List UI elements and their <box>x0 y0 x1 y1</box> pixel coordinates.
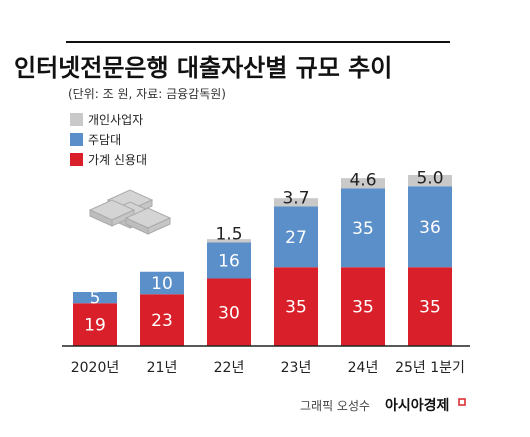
brand-mark-icon <box>458 398 466 406</box>
bar-주담대-21년 <box>140 271 184 295</box>
bar-개인사업자-23년 <box>274 198 318 207</box>
bar-주담대-23년 <box>274 206 318 268</box>
x-tick-label-2020년: 2020년 <box>71 360 120 376</box>
value-label-주담대-25년-1분기: 36 <box>419 218 441 238</box>
bar-개인사업자-22년 <box>207 239 251 243</box>
value-label-주담대-24년: 35 <box>352 219 374 239</box>
value-label-가계-신용대-21년: 23 <box>151 311 173 331</box>
x-tick-label-22년: 22년 <box>214 360 245 376</box>
value-label-가계-신용대-23년: 35 <box>285 298 307 318</box>
legend-swatch-주담대 <box>70 133 83 146</box>
bar-주담대-24년 <box>341 188 385 268</box>
legend-label-개인사업자: 개인사업자 <box>88 113 143 127</box>
value-label-가계-신용대-24년: 35 <box>352 298 374 318</box>
bar-주담대-22년 <box>207 242 251 279</box>
legend-swatch-가계-신용대 <box>70 153 83 166</box>
bar-개인사업자-25년-1분기 <box>408 175 452 187</box>
bar-가계-신용대-24년 <box>341 267 385 346</box>
bar-가계-신용대-2020년 <box>73 303 117 346</box>
value-label-가계-신용대-25년-1분기: 35 <box>419 298 441 318</box>
value-label-개인사업자-22년: 1.5 <box>215 225 242 245</box>
value-label-주담대-2020년: 5 <box>90 289 101 309</box>
graphic-credit: 그래픽 오성수 <box>300 399 370 413</box>
x-axis-labels: 2020년 21년 22년 23년 24년 25년 1분기 <box>71 360 465 376</box>
bar-개인사업자-24년 <box>341 178 385 189</box>
bar-주담대-25년-1분기 <box>408 186 452 268</box>
value-label-개인사업자-25년-1분기: 5.0 <box>416 168 443 188</box>
bar-가계-신용대-25년-1분기 <box>408 267 452 346</box>
value-label-개인사업자-24년: 4.6 <box>349 171 376 191</box>
legend: 개인사업자 주담대 가계 신용대 <box>70 113 147 167</box>
x-tick-label-24년: 24년 <box>348 360 379 376</box>
bar-가계-신용대-21년 <box>140 294 184 346</box>
value-label-주담대-21년: 10 <box>151 274 173 294</box>
x-tick-label-21년: 21년 <box>147 360 178 376</box>
value-label-가계-신용대-2020년: 19 <box>84 316 106 336</box>
unit-note: (단위: 조 원, 자료: 금융감독원) <box>68 87 226 101</box>
legend-swatch-개인사업자 <box>70 113 83 126</box>
chart-title: 인터넷전문은행 대출자산별 규모 추이 <box>14 54 392 82</box>
bar-가계-신용대-23년 <box>274 267 318 346</box>
publisher-brand: 아시아경제 <box>385 397 449 414</box>
value-label-개인사업자-23년: 3.7 <box>282 189 309 209</box>
legend-label-주담대: 주담대 <box>88 133 121 147</box>
money-stack-icon <box>88 189 172 235</box>
value-label-주담대-23년: 27 <box>285 228 307 248</box>
value-label-주담대-22년: 16 <box>218 252 240 272</box>
bars: 19 5 23 10 30 16 1.5 35 27 3.7 35 35 4.6 35 36 5.0 <box>73 168 452 346</box>
value-label-가계-신용대-22년: 30 <box>218 303 240 323</box>
x-tick-label-23년: 23년 <box>281 360 312 376</box>
x-tick-label-25년-1분기: 25년 1분기 <box>395 360 465 376</box>
bar-주담대-2020년 <box>73 292 117 304</box>
bar-가계-신용대-22년 <box>207 278 251 346</box>
legend-label-가계-신용대: 가계 신용대 <box>88 153 147 167</box>
